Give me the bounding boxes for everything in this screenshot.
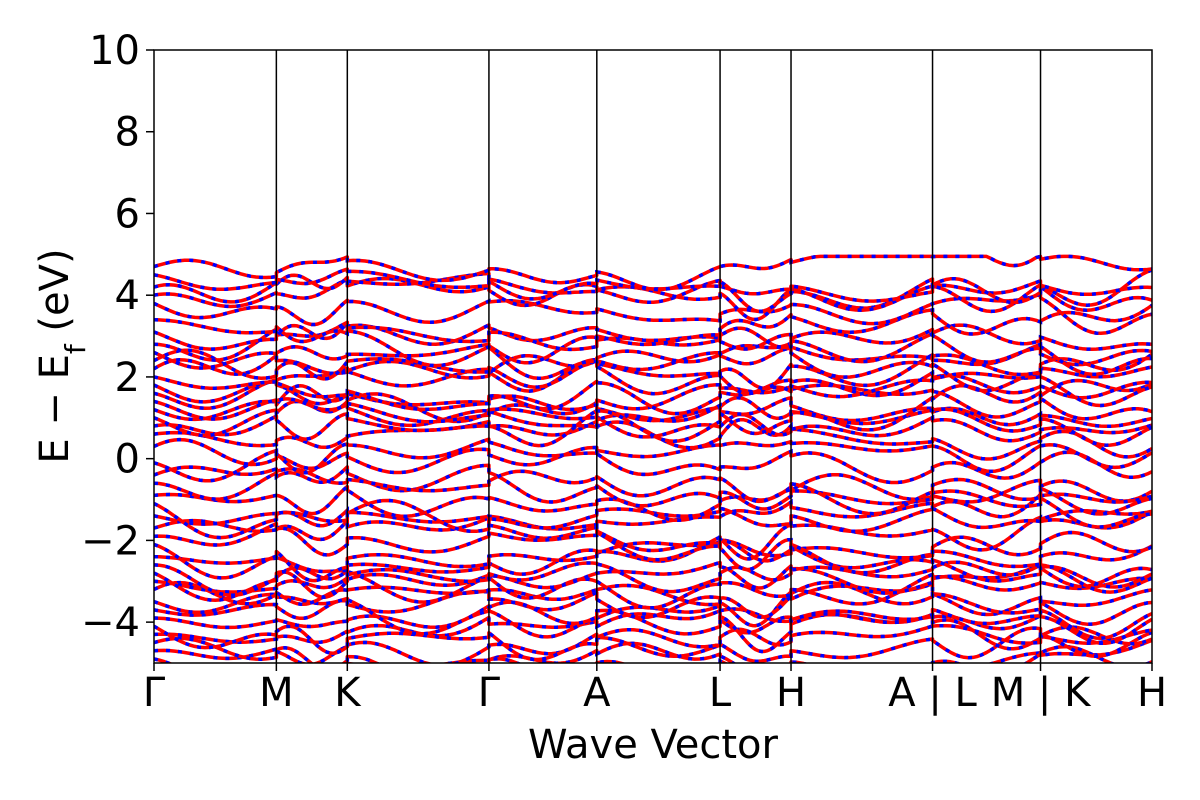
x-tick-label: Γ bbox=[478, 670, 501, 716]
band-spin-up bbox=[154, 463, 1152, 511]
band-spin-up bbox=[154, 623, 1152, 662]
band-spin-up bbox=[154, 346, 1152, 393]
band-spin-up bbox=[154, 254, 1152, 292]
band-spin-down bbox=[154, 580, 1152, 619]
y-tick-label: 8 bbox=[115, 110, 140, 156]
band-spin-down bbox=[154, 560, 1152, 604]
band-spin-up bbox=[154, 445, 1152, 485]
band-spin-down bbox=[154, 537, 1152, 589]
x-tick-label: A bbox=[583, 670, 611, 716]
x-tick-label: A | L bbox=[888, 670, 977, 716]
band-spin-down bbox=[154, 515, 1152, 575]
y-tick-label: 2 bbox=[115, 355, 140, 401]
band-spin-up bbox=[154, 377, 1152, 421]
x-tick-label: K bbox=[334, 670, 362, 716]
band-spin-down bbox=[154, 369, 1152, 416]
band-spin-down bbox=[154, 317, 1152, 364]
band-spin-down bbox=[154, 340, 1152, 381]
band-spin-up bbox=[154, 537, 1152, 589]
kpoint-lines bbox=[275, 50, 1042, 663]
y-tick-label: 6 bbox=[115, 191, 140, 237]
y-tick-label: 10 bbox=[89, 28, 140, 74]
y-axis: 10 8 6 4 2 0 −2 −4 bbox=[81, 28, 154, 646]
band-spin-down bbox=[154, 407, 1152, 448]
y-tick-label: 0 bbox=[115, 437, 140, 483]
band-spin-down bbox=[154, 581, 1152, 628]
plot-frame bbox=[153, 49, 1153, 664]
band-lines bbox=[154, 254, 1152, 663]
x-tick-label: Γ bbox=[143, 670, 166, 716]
y-axis-label: E − Ef (eV) bbox=[32, 248, 92, 463]
band-spin-down bbox=[154, 571, 1152, 610]
band-spin-up bbox=[154, 437, 1152, 475]
band-spin-up bbox=[154, 492, 1152, 540]
band-spin-down bbox=[154, 291, 1152, 336]
band-spin-up bbox=[154, 384, 1152, 447]
y-tick-label: −4 bbox=[81, 600, 140, 646]
x-tick-label: H bbox=[776, 670, 806, 716]
band-spin-up bbox=[154, 638, 1152, 663]
band-spin-down bbox=[154, 303, 1152, 352]
x-tick-label: M bbox=[259, 670, 294, 716]
y-axis-label-main: E − E bbox=[32, 354, 78, 464]
band-spin-up bbox=[154, 500, 1152, 531]
x-tick-label: L bbox=[709, 670, 732, 716]
band-spin-down bbox=[154, 560, 1152, 600]
band-spin-up bbox=[154, 268, 1152, 322]
band-spin-down bbox=[154, 319, 1152, 377]
band-spin-down bbox=[154, 510, 1152, 562]
x-tick-label: M | K bbox=[991, 670, 1092, 716]
y-tick-label: −2 bbox=[81, 518, 140, 564]
x-tick-label: H bbox=[1137, 670, 1167, 716]
x-axis-label: Wave Vector bbox=[528, 722, 779, 768]
band-spin-down bbox=[154, 592, 1152, 654]
y-tick-label: 4 bbox=[115, 273, 140, 319]
band-spin-up bbox=[154, 626, 1152, 663]
y-axis-label-unit: (eV) bbox=[32, 248, 78, 344]
y-axis-label-sub: f bbox=[59, 343, 92, 354]
band-spin-down bbox=[154, 465, 1152, 516]
